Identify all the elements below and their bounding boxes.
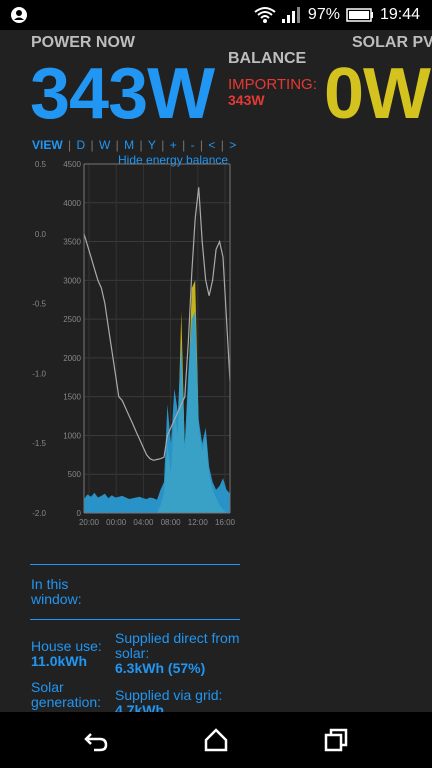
solar-gen-label: Solar generation: xyxy=(31,679,102,710)
account-icon xyxy=(11,7,27,23)
home-icon[interactable] xyxy=(202,726,230,754)
y-tick-label: 4000 xyxy=(63,199,81,208)
balance-label: BALANCE xyxy=(228,50,307,67)
view-label: VIEW xyxy=(32,138,63,152)
pan-right-button[interactable]: > xyxy=(229,138,237,152)
supplied-solar-value: 6.3kWh (57%) xyxy=(115,660,206,676)
balance-value: 343W xyxy=(228,92,265,108)
balance-tick-label: -2.0 xyxy=(32,509,46,518)
status-bar: 97% 19:44 xyxy=(0,0,432,30)
solar-pv-value: 0W xyxy=(324,54,431,134)
y-tick-label: 3500 xyxy=(63,238,81,247)
back-icon[interactable] xyxy=(82,726,110,754)
x-tick-label: 12:00 xyxy=(188,518,209,527)
view-day-button[interactable]: D xyxy=(76,138,86,152)
power-now-value: 343W xyxy=(30,54,215,134)
view-year-button[interactable]: Y xyxy=(147,138,156,152)
navigation-bar xyxy=(0,712,432,768)
energy-chart[interactable]: 0 500 1000 1500 2000 2500 3000 3500 4000 4500 0.5 0… xyxy=(28,160,240,530)
clock: 19:44 xyxy=(379,6,420,23)
signal-icon xyxy=(281,7,300,23)
zoom-in-button[interactable]: + xyxy=(169,138,177,152)
view-bar: VIEW | D | W | M | Y | + | - | < | > xyxy=(32,138,237,152)
balance-tick-label: 0.0 xyxy=(35,230,47,239)
x-tick-label: 00:00 xyxy=(106,518,127,527)
divider-bottom xyxy=(30,619,240,620)
house-use: House use: 11.0kWh xyxy=(31,639,115,669)
view-week-button[interactable]: W xyxy=(98,138,111,152)
y-tick-label: 0 xyxy=(77,509,82,518)
battery-icon xyxy=(346,8,373,22)
recent-apps-icon[interactable] xyxy=(322,726,350,754)
balance-tick-label: -1.5 xyxy=(32,439,46,448)
house-use-area xyxy=(84,311,230,513)
battery-percent: 97% xyxy=(307,6,340,23)
zoom-out-button[interactable]: - xyxy=(190,138,195,152)
pan-left-button[interactable]: < xyxy=(208,138,216,152)
x-tick-label: 04:00 xyxy=(133,518,154,527)
y-tick-label: 1500 xyxy=(63,393,81,402)
y-tick-label: 4500 xyxy=(63,160,81,169)
energy-balance-line xyxy=(83,187,231,461)
y-tick-label: 2000 xyxy=(63,354,81,363)
x-tick-label: 16:00 xyxy=(215,518,236,527)
supplied-grid-label: Supplied via grid: xyxy=(115,687,223,703)
y-tick-label: 1000 xyxy=(63,431,81,440)
supplied-solar: Supplied direct from solar: 6.3kWh (57%) xyxy=(115,631,240,676)
y-tick-label: 500 xyxy=(68,470,82,479)
balance-tick-label: 0.5 xyxy=(35,160,47,169)
power-now-label: POWER NOW xyxy=(31,34,135,51)
y-tick-label: 3000 xyxy=(63,276,81,285)
wifi-icon xyxy=(254,7,276,23)
supplied-solar-label: Supplied direct from solar: xyxy=(115,630,240,661)
balance-tick-label: -0.5 xyxy=(32,300,46,309)
balance-tick-label: -1.0 xyxy=(32,369,46,378)
solar-pv-label: SOLAR PV xyxy=(352,34,432,51)
window-label: In this window: xyxy=(31,576,82,607)
balance-status: IMPORTING: xyxy=(228,76,317,93)
divider-top xyxy=(30,564,240,565)
view-month-button[interactable]: M xyxy=(124,138,135,152)
x-tick-label: 20:00 xyxy=(79,518,100,527)
x-tick-label: 08:00 xyxy=(161,518,182,527)
house-use-label: House use: xyxy=(31,638,102,654)
y-tick-label: 2500 xyxy=(63,315,81,324)
house-use-value: 11.0kWh xyxy=(31,653,88,669)
